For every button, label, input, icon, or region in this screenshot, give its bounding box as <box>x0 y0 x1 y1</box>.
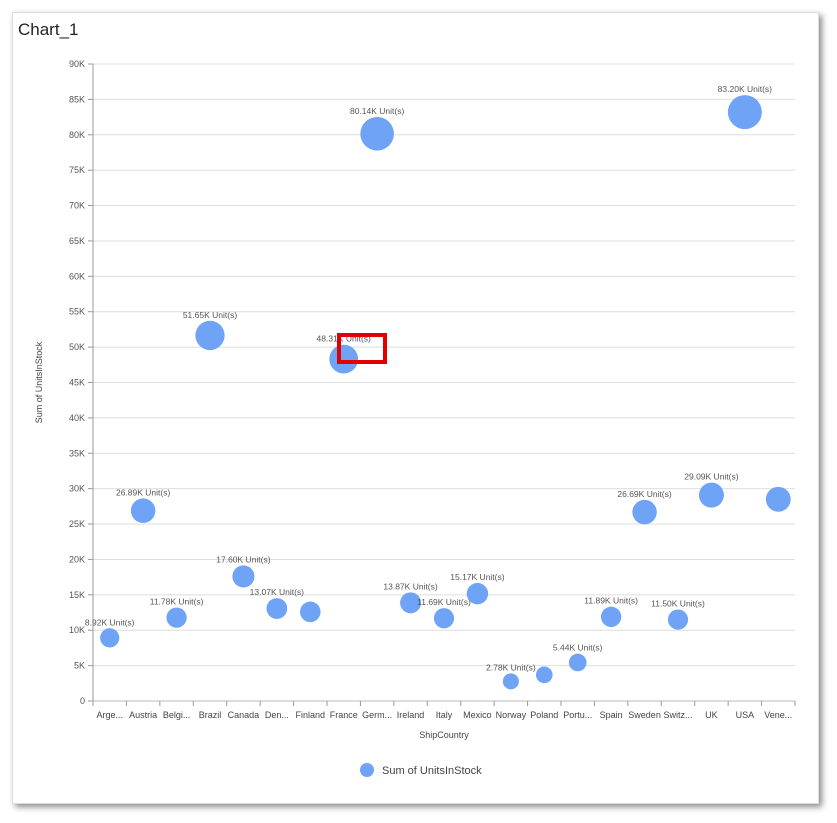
y-tick-label: 0 <box>80 696 85 706</box>
bubble[interactable] <box>502 673 519 690</box>
data-label: 11.89K Unit(s) <box>584 596 638 606</box>
bubble[interactable] <box>300 601 321 623</box>
bubble[interactable] <box>433 608 455 629</box>
data-label: 83.20K Unit(s) <box>718 84 772 94</box>
bubble[interactable] <box>232 565 255 588</box>
bubble[interactable] <box>130 498 156 523</box>
bubble[interactable] <box>360 116 394 151</box>
y-tick-label: 80K <box>69 130 85 140</box>
x-axis-title: ShipCountry <box>419 730 469 740</box>
bubble[interactable] <box>600 606 622 628</box>
bubble[interactable] <box>195 320 225 351</box>
chart-card <box>12 12 819 804</box>
y-axis-title: Sum of UnitsInStock <box>34 341 44 423</box>
data-label: 11.50K Unit(s) <box>651 599 705 609</box>
y-tick-label: 35K <box>69 448 85 458</box>
y-tick-label: 60K <box>69 271 85 281</box>
x-tick-label: Brazil <box>199 710 222 720</box>
x-tick-label: Norway <box>496 710 527 720</box>
x-tick-label: Den... <box>265 710 289 720</box>
y-tick-label: 40K <box>69 413 85 423</box>
y-tick-label: 30K <box>69 484 85 494</box>
bubble[interactable] <box>266 598 288 619</box>
bubble[interactable] <box>765 486 791 512</box>
bubble[interactable] <box>466 582 489 605</box>
data-label: 13.07K Unit(s) <box>250 587 304 597</box>
data-label: 29.09K Unit(s) <box>684 472 738 482</box>
y-tick-label: 65K <box>69 236 85 246</box>
data-label: 15.17K Unit(s) <box>450 572 504 582</box>
y-tick-label: 5K <box>74 661 85 671</box>
y-tick-label: 50K <box>69 342 85 352</box>
bubble[interactable] <box>166 607 187 628</box>
bubble[interactable] <box>568 653 587 672</box>
y-tick-label: 85K <box>69 94 85 104</box>
data-label: 26.89K Unit(s) <box>116 487 170 497</box>
bubble[interactable] <box>698 482 724 508</box>
y-tick-label: 25K <box>69 519 85 529</box>
bubble[interactable] <box>535 666 553 684</box>
data-label: 17.60K Unit(s) <box>216 554 270 564</box>
x-tick-label: Switz... <box>663 710 692 720</box>
x-tick-label: Mexico <box>463 710 492 720</box>
x-tick-label: Italy <box>436 710 453 720</box>
x-tick-label: Ireland <box>397 710 425 720</box>
bubble[interactable] <box>329 344 359 374</box>
x-tick-label: Spain <box>600 710 623 720</box>
x-tick-label: Canada <box>228 710 260 720</box>
x-tick-label: Portu... <box>563 710 592 720</box>
x-tick-label: UK <box>705 710 718 720</box>
x-tick-label: Poland <box>530 710 558 720</box>
x-tick-label: Vene... <box>764 710 792 720</box>
legend-label[interactable]: Sum of UnitsInStock <box>382 765 482 777</box>
y-tick-label: 55K <box>69 307 85 317</box>
y-tick-label: 15K <box>69 590 85 600</box>
chart-title: Chart_1 <box>18 20 79 39</box>
data-label: 48.31K Unit(s) <box>317 334 371 344</box>
bubble[interactable] <box>100 628 120 648</box>
data-label: 2.78K Unit(s) <box>486 662 536 672</box>
y-tick-label: 20K <box>69 554 85 564</box>
y-tick-label: 45K <box>69 378 85 388</box>
y-tick-label: 10K <box>69 625 85 635</box>
legend-marker[interactable] <box>360 763 374 777</box>
bubble[interactable] <box>727 95 762 130</box>
bubble[interactable] <box>632 499 657 525</box>
data-label: 51.65K Unit(s) <box>183 310 237 320</box>
data-label: 8.92K Unit(s) <box>85 617 135 627</box>
y-tick-label: 70K <box>69 201 85 211</box>
data-label: 80.14K Unit(s) <box>350 106 404 116</box>
data-label: 11.69K Unit(s) <box>417 597 471 607</box>
x-tick-label: Germ... <box>362 710 392 720</box>
data-label: 26.69K Unit(s) <box>617 489 671 499</box>
x-tick-label: France <box>330 710 358 720</box>
data-label: 13.87K Unit(s) <box>383 581 437 591</box>
x-tick-label: Finland <box>296 710 326 720</box>
x-tick-label: Austria <box>129 710 157 720</box>
bubble[interactable] <box>400 592 422 614</box>
data-label: 11.78K Unit(s) <box>150 596 204 606</box>
y-tick-label: 90K <box>69 59 85 69</box>
bubble[interactable] <box>667 609 689 630</box>
y-tick-label: 75K <box>69 165 85 175</box>
x-tick-label: Arge... <box>96 710 123 720</box>
data-label: 5.44K Unit(s) <box>553 643 603 653</box>
x-tick-label: USA <box>736 710 755 720</box>
x-tick-label: Sweden <box>628 710 661 720</box>
x-tick-label: Belgi... <box>163 710 191 720</box>
